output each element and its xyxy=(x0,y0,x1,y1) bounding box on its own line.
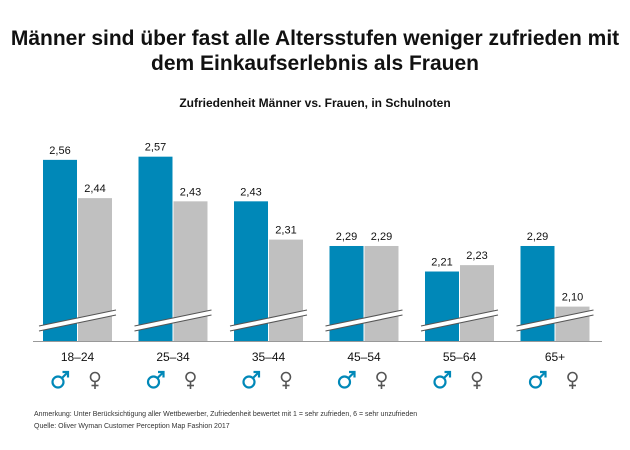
male-symbol-icon-arrowhead xyxy=(62,370,70,378)
bar-group-5: 2,29 2,10 65+ xyxy=(516,231,594,389)
female-symbol-icon-ring xyxy=(89,371,101,383)
axis-break-line-upper-1 xyxy=(134,309,212,327)
female-symbol-icon-ring xyxy=(376,371,387,383)
axis-break-line-upper-5 xyxy=(516,309,594,327)
axis-break-line-lower-2 xyxy=(229,314,308,332)
male-symbol-icon-ring xyxy=(242,375,256,389)
male-symbol-icon-arrowhead xyxy=(253,370,261,378)
axis-break-gap-2 xyxy=(230,310,307,331)
bar-women-4 xyxy=(460,265,494,341)
male-symbol-icon-shaft xyxy=(347,371,355,379)
female-symbol-icon-5 xyxy=(567,371,578,389)
bar-men-2 xyxy=(234,201,268,341)
footnote: Anmerkung: Unter Berücksichtigung aller … xyxy=(34,411,418,418)
chart-title-line-1: Männer sind über fast alle Altersstufen … xyxy=(10,27,620,50)
bar-group-3: 2,29 2,29 45–54 xyxy=(325,231,403,389)
male-symbol-icon-3 xyxy=(337,370,356,389)
data-label-men-4: 2,21 xyxy=(431,257,452,269)
bar-group-0: 2,56 2,44 18–24 xyxy=(38,145,117,389)
x-tick-label-0: 18–24 xyxy=(61,350,95,364)
chart-title-line-2: dem Einkaufserlebnis als Frauen xyxy=(151,52,479,75)
bar-women-3 xyxy=(364,245,399,341)
female-symbol-icon-0 xyxy=(89,371,101,389)
female-symbol-icon-ring xyxy=(471,371,483,383)
male-symbol-icon-shaft xyxy=(538,371,546,379)
source-note: Quelle: Oliver Wyman Customer Perception… xyxy=(34,423,230,430)
axis-break-gap-5 xyxy=(516,310,594,331)
x-tick-label-5: 65+ xyxy=(545,350,565,364)
x-tick-label-3: 45–54 xyxy=(347,350,381,364)
female-symbol-icon-3 xyxy=(376,371,387,389)
axis-break-gap-4 xyxy=(421,310,498,331)
male-symbol-icon-ring xyxy=(337,375,352,389)
male-symbol-icon-arrowhead xyxy=(158,370,165,378)
female-symbol-icon-ring xyxy=(185,371,196,383)
data-label-women-4: 2,23 xyxy=(466,250,487,262)
data-label-women-2: 2,31 xyxy=(275,225,296,237)
chart-subtitle: Zufriedenheit Männer vs. Frauen, in Schu… xyxy=(179,96,451,110)
axis-break-line-lower-4 xyxy=(420,314,499,332)
bar-group-2: 2,43 2,31 35–44 xyxy=(229,186,308,389)
male-symbol-icon-0 xyxy=(51,370,70,389)
axis-break-gap-3 xyxy=(325,310,403,331)
bar-group-1: 2,57 2,43 25–34 xyxy=(134,142,212,389)
axis-break-line-upper-2 xyxy=(229,309,308,327)
axis-break-line-upper-4 xyxy=(420,309,499,327)
data-label-women-5: 2,10 xyxy=(562,292,583,304)
male-symbol-icon-ring xyxy=(433,375,447,389)
male-symbol-icon-ring xyxy=(146,375,161,389)
x-tick-label-2: 35–44 xyxy=(252,350,286,364)
bar-group-4: 2,21 2,23 55–64 xyxy=(420,250,499,389)
male-symbol-icon-shaft xyxy=(443,371,451,379)
male-symbol-icon-ring xyxy=(528,375,543,389)
axis-break-line-upper-0 xyxy=(38,309,117,327)
axis-break-line-lower-1 xyxy=(134,314,212,332)
axis-break-line-lower-5 xyxy=(516,314,594,332)
bar-men-4 xyxy=(425,271,459,341)
male-symbol-icon-shaft xyxy=(156,371,164,379)
axis-break-line-upper-3 xyxy=(325,309,403,327)
bar-men-1 xyxy=(138,156,173,341)
data-label-women-1: 2,43 xyxy=(180,186,201,198)
male-symbol-icon-ring xyxy=(51,375,65,389)
bar-women-2 xyxy=(269,239,303,341)
axis-break-line-lower-0 xyxy=(38,314,117,332)
axis-break-gap-0 xyxy=(39,310,116,331)
male-symbol-icon-arrowhead xyxy=(349,370,356,378)
female-symbol-icon-1 xyxy=(185,371,196,389)
female-symbol-icon-2 xyxy=(280,371,292,389)
axis-break-line-lower-3 xyxy=(325,314,403,332)
female-symbol-icon-ring xyxy=(280,371,292,383)
data-label-men-1: 2,57 xyxy=(145,142,166,154)
data-label-women-3: 2,29 xyxy=(371,231,392,243)
male-symbol-icon-4 xyxy=(433,370,452,389)
data-label-women-0: 2,44 xyxy=(84,183,105,195)
data-label-men-3: 2,29 xyxy=(336,231,357,243)
female-symbol-icon-4 xyxy=(471,371,483,389)
axis-break-gap-1 xyxy=(134,310,212,331)
data-label-men-0: 2,56 xyxy=(49,145,70,157)
male-symbol-icon-shaft xyxy=(252,371,260,379)
male-symbol-icon-shaft xyxy=(61,371,69,379)
data-label-men-2: 2,43 xyxy=(240,186,261,198)
data-label-men-5: 2,29 xyxy=(527,231,548,243)
male-symbol-icon-1 xyxy=(146,370,165,389)
chart-title: Männer sind über fast alle Altersstufen … xyxy=(0,26,630,76)
x-tick-label-4: 55–64 xyxy=(443,350,477,364)
female-symbol-icon-ring xyxy=(567,371,578,383)
male-symbol-icon-5 xyxy=(528,370,547,389)
bar-men-0 xyxy=(43,159,77,341)
x-tick-label-1: 25–34 xyxy=(156,350,190,364)
male-symbol-icon-2 xyxy=(242,370,261,389)
male-symbol-icon-arrowhead xyxy=(540,370,547,378)
male-symbol-icon-arrowhead xyxy=(444,370,452,378)
